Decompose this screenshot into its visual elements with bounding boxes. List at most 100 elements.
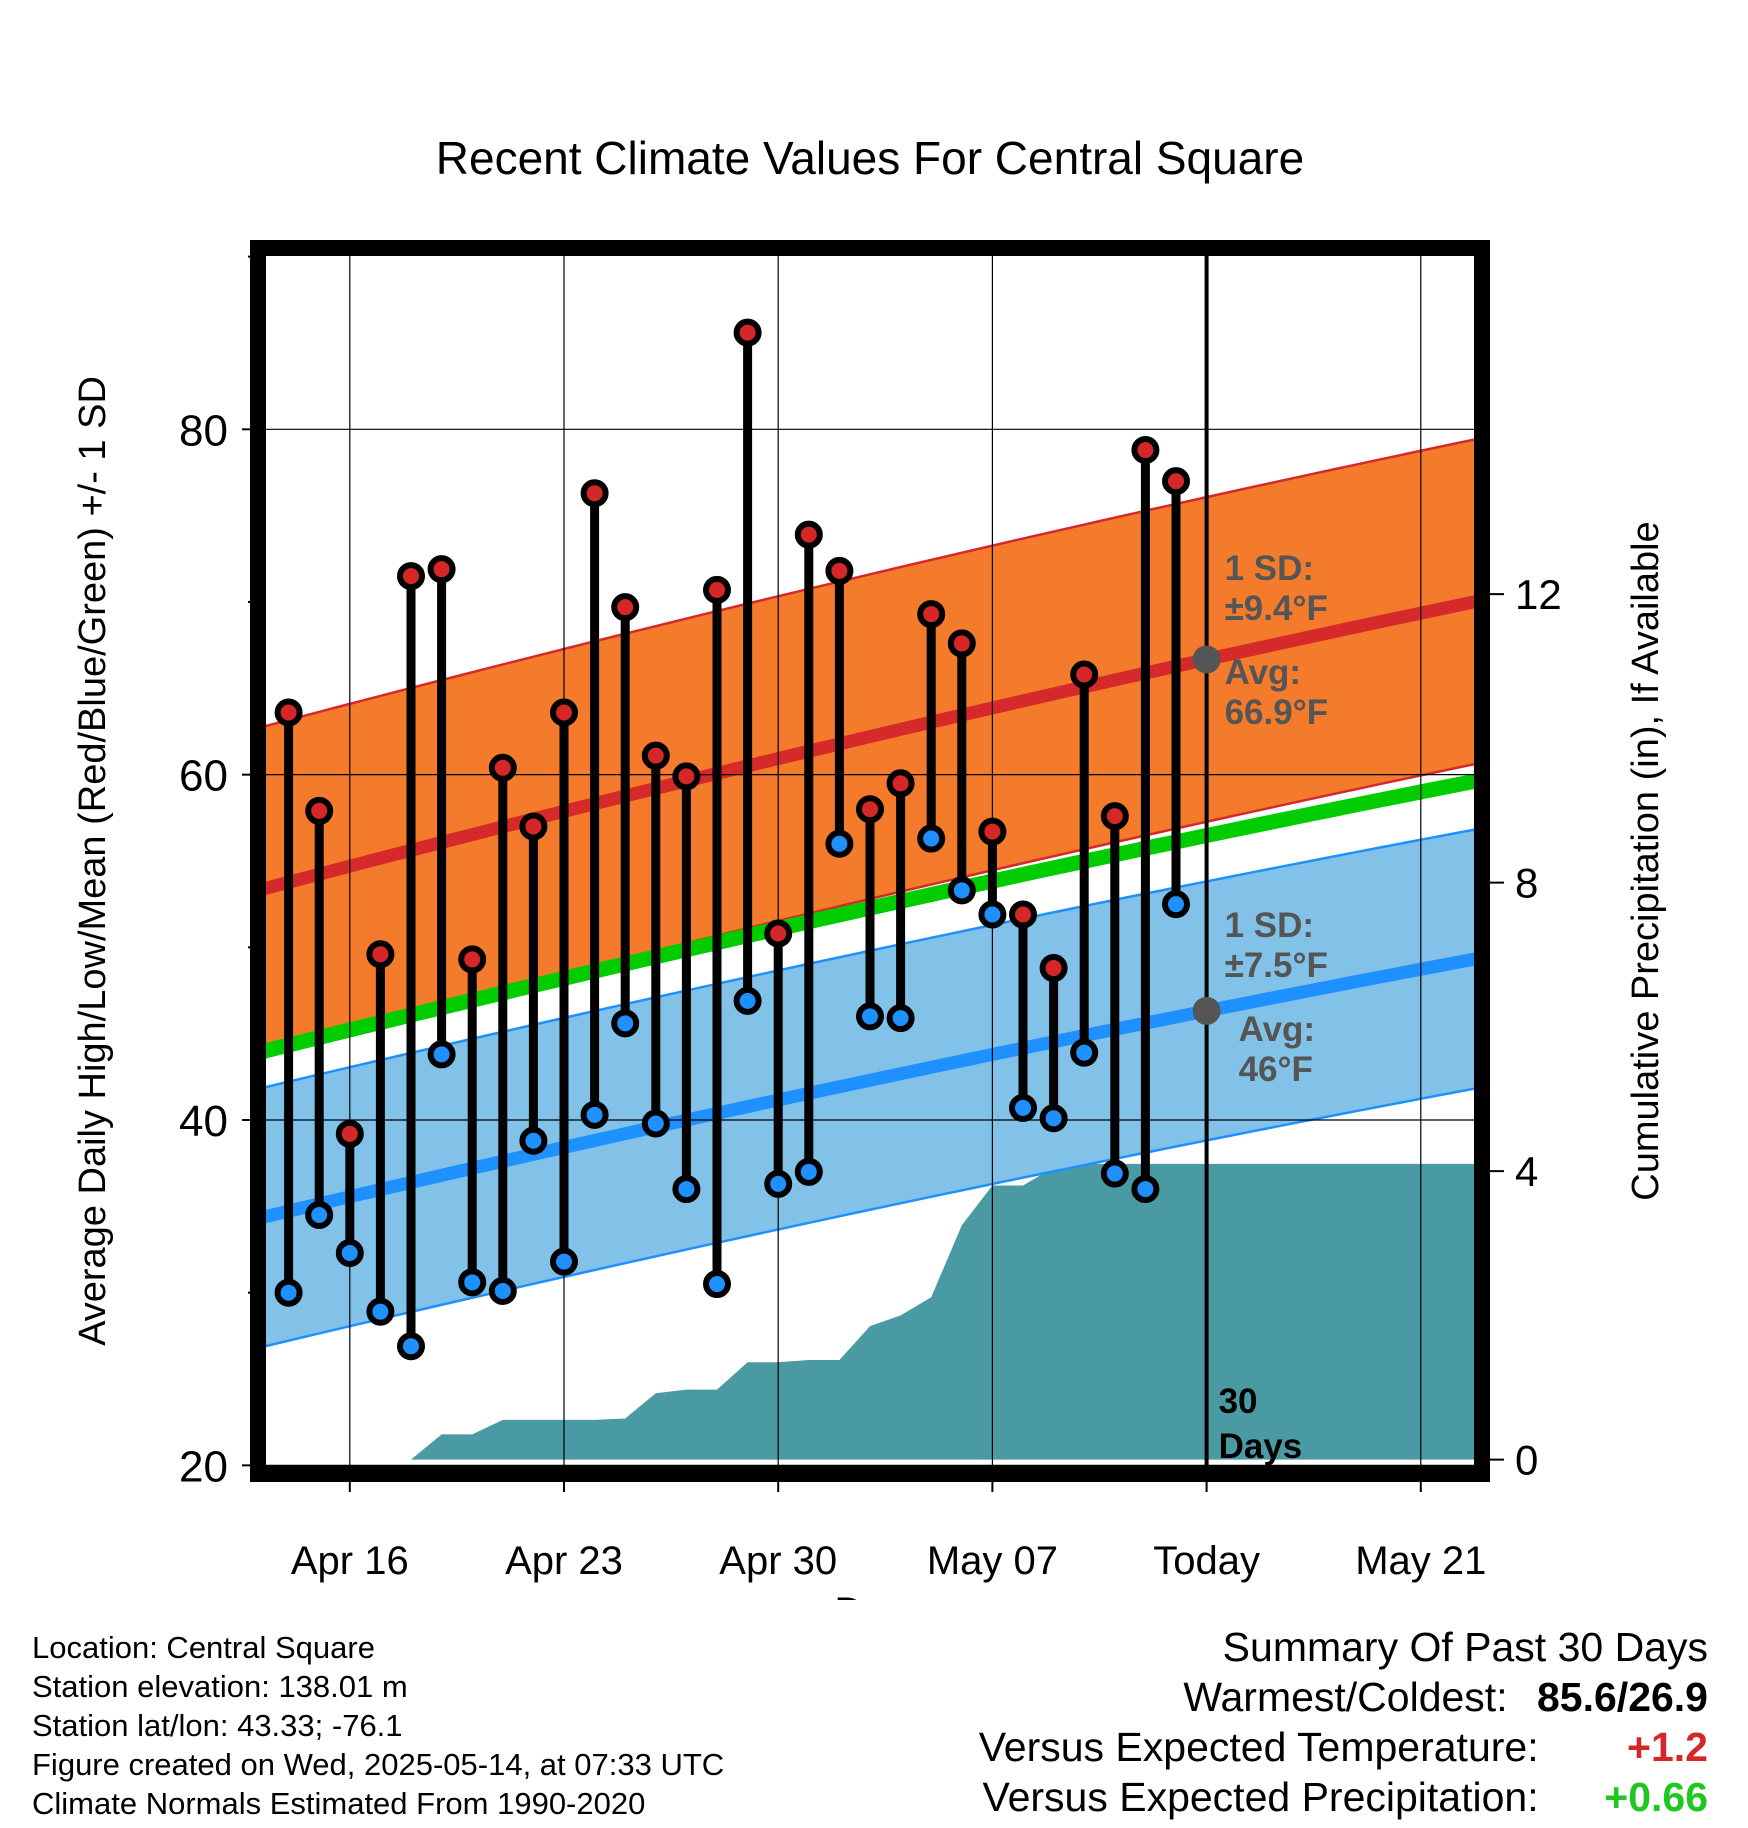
precip-area <box>288 1163 1482 1460</box>
high-temp-point <box>611 593 640 622</box>
x-tick-label: Apr 16 <box>291 1539 409 1583</box>
low-sd-annotation: 1 SD: ±7.5°F <box>1225 906 1328 985</box>
y2-axis-title: Cumulative Precipitation (in), If Availa… <box>1625 521 1667 1200</box>
precip-anomaly-label: Versus Expected Precipitation: <box>982 1774 1539 1820</box>
y2-tick-label: 4 <box>1515 1148 1538 1195</box>
x-tick-label: Today <box>1153 1539 1260 1583</box>
elevation-text: Station elevation: 138.01 m <box>32 1669 408 1704</box>
low-temp-point <box>856 1002 884 1031</box>
normals-text: Climate Normals Estimated From 1990-2020 <box>32 1786 646 1821</box>
low-avg-annotation: Avg: 46°F <box>1239 1010 1315 1089</box>
low-temp-point <box>1162 890 1190 919</box>
warmest-label: Warmest/Coldest: <box>1183 1674 1508 1720</box>
latlon-text: Station lat/lon: 43.33; -76.1 <box>32 1708 403 1743</box>
high-temp-point <box>1009 900 1037 929</box>
low-temp-point <box>611 1009 640 1038</box>
x-tick-label: Apr 30 <box>719 1539 837 1583</box>
low-temp-point <box>1131 1175 1160 1204</box>
low-temp-point <box>733 986 762 1015</box>
high-temp-point <box>1070 660 1099 689</box>
high-temp-point <box>886 769 915 798</box>
y-tick-label: 40 <box>179 1097 228 1146</box>
high-avg-annotation: Avg: 66.9°F <box>1225 653 1329 732</box>
low-normal-line <box>258 951 1482 1225</box>
summary-panel: Summary Of Past 30 Days Warmest/Coldest:… <box>979 1622 1708 1822</box>
low-temp-point <box>305 1200 334 1229</box>
y-tick-label: 60 <box>179 752 228 801</box>
y-axis-title: Average Daily High/Low/Mean (Red/Blue/Gr… <box>72 376 114 1346</box>
high-temp-point <box>856 795 884 824</box>
high-temp-point <box>274 698 303 727</box>
high-temp-point <box>825 556 854 585</box>
x-tick-label: May 21 <box>1355 1539 1486 1583</box>
low-temp-point <box>397 1332 425 1361</box>
station-info: Location: Central Square Station elevati… <box>32 1628 724 1823</box>
low-temp-point <box>886 1004 915 1033</box>
today-high-normal-marker <box>1192 645 1221 674</box>
low-temp-point <box>335 1238 364 1267</box>
low-band-lower-edge <box>258 1085 1482 1350</box>
low-temp-point <box>978 900 1007 929</box>
high-temp-point <box>703 575 731 604</box>
low-temp-point <box>458 1268 487 1297</box>
precip-anomaly-value: +0.66 <box>1604 1774 1708 1820</box>
climate-chart: Recent Climate Values For Central Square… <box>72 132 1667 1600</box>
high-temp-point <box>978 817 1007 846</box>
high-temp-point <box>794 520 823 549</box>
summary-precip-row: Versus Expected Precipitation: +0.66 <box>979 1772 1709 1822</box>
low-temp-point <box>366 1297 395 1326</box>
temp-anomaly-label: Versus Expected Temperature: <box>978 1724 1539 1770</box>
x-tick-label: May 07 <box>927 1539 1058 1583</box>
high-temp-point <box>733 318 762 347</box>
high-sd-annotation: 1 SD: ±9.4°F <box>1225 549 1328 628</box>
x-tick-label: Apr 23 <box>505 1539 623 1583</box>
high-temp-point <box>917 600 946 629</box>
created-text: Figure created on Wed, 2025-05-14, at 07… <box>32 1747 725 1782</box>
high-temp-point <box>488 753 517 782</box>
low-temp-point <box>947 876 976 905</box>
high-temp-point <box>366 940 395 969</box>
low-temp-point <box>641 1109 670 1138</box>
x-axis-title: Day <box>834 1590 905 1600</box>
low-temp-point <box>488 1276 517 1305</box>
days-annotation: 30 Days <box>1219 1382 1303 1466</box>
high-temp-point <box>672 762 701 791</box>
high-temp-point <box>458 945 487 974</box>
temp-anomaly-value: +1.2 <box>1627 1724 1708 1770</box>
high-temp-point <box>397 562 425 591</box>
high-temp-point <box>519 812 548 841</box>
y2-tick-label: 8 <box>1515 860 1538 907</box>
high-temp-point <box>427 555 456 584</box>
high-temp-point <box>1039 954 1068 983</box>
low-temp-point <box>672 1175 701 1204</box>
plot-frame <box>250 240 1490 1482</box>
low-temp-point <box>580 1100 609 1129</box>
low-temp-point <box>1100 1159 1129 1188</box>
high-temp-point <box>580 479 609 508</box>
location-text: Location: Central Square <box>32 1630 375 1665</box>
high-band-upper-edge <box>258 436 1482 730</box>
low-temp-point <box>917 824 946 853</box>
low-temp-point <box>764 1169 793 1198</box>
y-tick-label: 80 <box>179 406 228 455</box>
high-temp-point <box>305 796 334 825</box>
y2-tick-label: 12 <box>1515 571 1562 618</box>
low-temp-point <box>1039 1104 1068 1133</box>
high-temp-point <box>1131 436 1160 465</box>
high-normal-line <box>258 593 1482 897</box>
high-temp-point <box>1100 802 1129 831</box>
high-temp-point <box>947 629 976 658</box>
high-temp-point <box>1162 467 1190 496</box>
summary-title: Summary Of Past 30 Days <box>1222 1624 1708 1670</box>
chart-title: Recent Climate Values For Central Square <box>436 132 1304 184</box>
low-temp-point <box>825 829 854 858</box>
low-temp-point <box>703 1270 731 1299</box>
low-temp-point <box>519 1126 548 1155</box>
summary-warmest-row: Warmest/Coldest: 85.6/26.9 <box>979 1672 1708 1722</box>
high-temp-point <box>550 698 578 727</box>
low-temp-point <box>1009 1093 1037 1122</box>
today-low-normal-marker <box>1192 996 1221 1025</box>
low-temp-point <box>794 1157 823 1186</box>
low-temp-point <box>550 1247 578 1276</box>
low-temp-point <box>427 1040 456 1069</box>
